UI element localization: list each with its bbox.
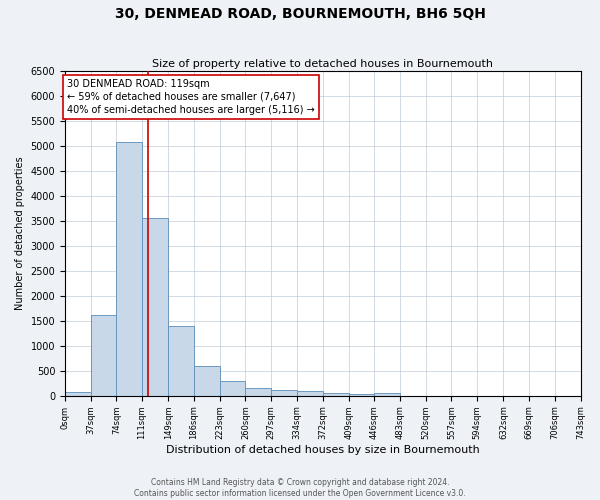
Bar [297, 392, 323, 396]
Bar [142, 218, 169, 396]
Text: 30, DENMEAD ROAD, BOURNEMOUTH, BH6 5QH: 30, DENMEAD ROAD, BOURNEMOUTH, BH6 5QH [115, 8, 485, 22]
Bar [220, 381, 245, 396]
Bar [349, 394, 374, 396]
Bar [116, 142, 142, 396]
Bar [245, 388, 271, 396]
Text: Contains HM Land Registry data © Crown copyright and database right 2024.
Contai: Contains HM Land Registry data © Crown c… [134, 478, 466, 498]
Bar [323, 394, 349, 396]
Bar [374, 394, 400, 396]
Text: 30 DENMEAD ROAD: 119sqm
← 59% of detached houses are smaller (7,647)
40% of semi: 30 DENMEAD ROAD: 119sqm ← 59% of detache… [67, 78, 315, 115]
Y-axis label: Number of detached properties: Number of detached properties [15, 156, 25, 310]
Bar [271, 390, 297, 396]
Bar [169, 326, 194, 396]
Bar [91, 315, 116, 396]
Bar [194, 366, 220, 396]
Title: Size of property relative to detached houses in Bournemouth: Size of property relative to detached ho… [152, 59, 493, 69]
Bar [65, 392, 91, 396]
X-axis label: Distribution of detached houses by size in Bournemouth: Distribution of detached houses by size … [166, 445, 479, 455]
